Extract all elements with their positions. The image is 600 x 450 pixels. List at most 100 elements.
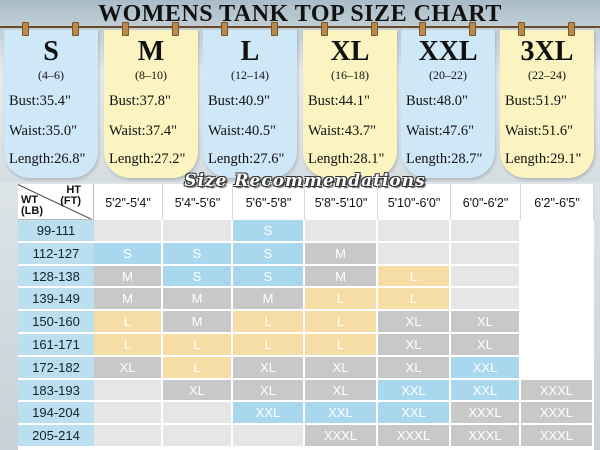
clothespin-icon <box>172 22 179 36</box>
table-cell-size: XXL <box>451 379 521 403</box>
size-card: XXL (20–22) Bust:48.0" Waist:47.6" Length:28… <box>401 30 495 178</box>
table-cell-size: L <box>94 334 163 357</box>
table-cell-size: XL <box>305 379 378 403</box>
table-cell-size: L <box>378 288 451 312</box>
table-cell-size: L <box>305 334 378 357</box>
size-label: XXL <box>418 36 478 67</box>
length-measurement: Length:27.6" <box>208 151 285 167</box>
table-cell-size: M <box>94 288 163 312</box>
table-cell-size: S <box>94 242 163 266</box>
page-title: WOMENS TANK TOP SIZE CHART <box>98 1 502 27</box>
table-cell-size <box>378 242 451 266</box>
table-cell-size: XL <box>163 379 233 403</box>
table-cell-size: L <box>305 288 378 312</box>
row-header-weight: 172-182 <box>18 356 94 380</box>
table-cell-size: XXL <box>451 356 521 380</box>
size-label: M <box>137 36 165 67</box>
table-cell-size: XL <box>451 311 521 334</box>
table-cell-size <box>521 220 594 243</box>
bust-measurement: Bust:35.4" <box>9 93 71 109</box>
row-header-weight: 128-138 <box>18 265 94 289</box>
table-cell-size: M <box>163 311 233 334</box>
table-cell-size: XXXL <box>305 425 378 448</box>
table-cell-size <box>94 379 163 403</box>
table-cell-size <box>94 425 163 448</box>
table-cell-size: M <box>163 288 233 312</box>
size-range: (16–18) <box>331 68 369 82</box>
waist-measurement: Waist:47.6" <box>406 123 474 139</box>
clothespin-icon <box>22 22 29 36</box>
size-label: XL <box>330 36 370 67</box>
size-range: (22–24) <box>528 68 566 82</box>
table-cell-size: XL <box>233 356 305 380</box>
table-cell-size <box>233 425 305 448</box>
clothespin-icon <box>568 22 575 36</box>
table-cell-size <box>378 220 451 243</box>
table-cell-size: S <box>163 265 233 289</box>
table-cell-size: L <box>163 334 233 357</box>
table-cell-size: XL <box>305 356 378 380</box>
length-measurement: Length:26.8" <box>9 151 86 167</box>
length-measurement: Length:27.2" <box>109 151 186 167</box>
table-cell-size: L <box>163 356 233 380</box>
table-cell-size: L <box>378 265 451 289</box>
table-cell-size: L <box>94 311 163 334</box>
clothespin-icon <box>419 22 426 36</box>
table-cell-size <box>163 425 233 448</box>
size-label: 3XL <box>520 36 574 67</box>
size-card: M (8–10) Bust:37.8" Waist:37.4" Length:27.2" <box>104 30 198 178</box>
clothesline <box>0 26 600 28</box>
row-header-weight: 161-171 <box>18 334 94 357</box>
size-card: L (12–14) Bust:40.9" Waist:40.5" Length:27.6… <box>203 30 297 178</box>
table-cell-size: XXXL <box>451 425 521 448</box>
column-header-height: 5'8"-5'10" <box>305 184 378 220</box>
waist-measurement: Waist:40.5" <box>208 123 276 139</box>
table-cell-size: XXXL <box>521 379 594 403</box>
table-cell-size: XXXL <box>378 425 451 448</box>
column-header-height: 6'0"-6'2" <box>451 184 521 220</box>
clothespin-icon <box>469 22 476 36</box>
table-cell-size <box>521 265 594 289</box>
table-cell-size <box>521 288 594 312</box>
size-range: (20–22) <box>429 68 467 82</box>
table-cell-size: XXL <box>378 402 451 426</box>
table-cell-size <box>451 220 521 243</box>
table-cell-size: S <box>233 220 305 243</box>
clothespin-icon <box>72 22 79 36</box>
height-axis-label: HT (FT) <box>60 184 81 207</box>
table-cell-size: XL <box>451 334 521 357</box>
table-cell-size <box>163 402 233 426</box>
size-range: (4–6) <box>38 68 64 82</box>
table-cell-size: XL <box>378 356 451 380</box>
table-cell-size <box>451 288 521 312</box>
table-cell-size: XXXL <box>521 425 594 448</box>
table-cell-size: M <box>233 288 305 312</box>
clothespin-icon <box>122 22 129 36</box>
table-cell-size: XXL <box>378 379 451 403</box>
table-cell-size: L <box>233 311 305 334</box>
table-cell-size <box>305 220 378 243</box>
table-corner-header: HT (FT) WT (LB) <box>18 184 94 220</box>
column-header-height: 5'4"-5'6" <box>163 184 233 220</box>
bust-measurement: Bust:37.8" <box>109 93 171 109</box>
size-card: S (4–6) Bust:35.4" Waist:35.0" Length:26.8" <box>4 30 98 178</box>
table-cell-size <box>521 242 594 266</box>
row-header-weight: 139-149 <box>18 288 94 312</box>
column-header-height: 5'10"-6'0" <box>378 184 451 220</box>
size-card: 3XL (22–24) Bust:51.9" Waist:51.6" Length:29… <box>500 30 594 178</box>
table-cell-size: M <box>305 265 378 289</box>
table-cell-size <box>94 220 163 243</box>
column-header-height: 6'2"-6'5" <box>521 184 594 220</box>
bust-measurement: Bust:40.9" <box>208 93 270 109</box>
table-cell-size: XXXL <box>521 402 594 426</box>
table-cell-size: XXXL <box>451 402 521 426</box>
size-label: L <box>240 36 260 67</box>
table-cell-size: L <box>305 311 378 334</box>
table-cell-size: XXL <box>305 402 378 426</box>
table-cell-size <box>521 334 594 357</box>
row-header-weight: 194-204 <box>18 402 94 426</box>
length-measurement: Length:29.1" <box>505 151 582 167</box>
size-range: (8–10) <box>135 68 167 82</box>
clothespin-icon <box>271 22 278 36</box>
row-header-weight: 205-214 <box>18 425 94 448</box>
